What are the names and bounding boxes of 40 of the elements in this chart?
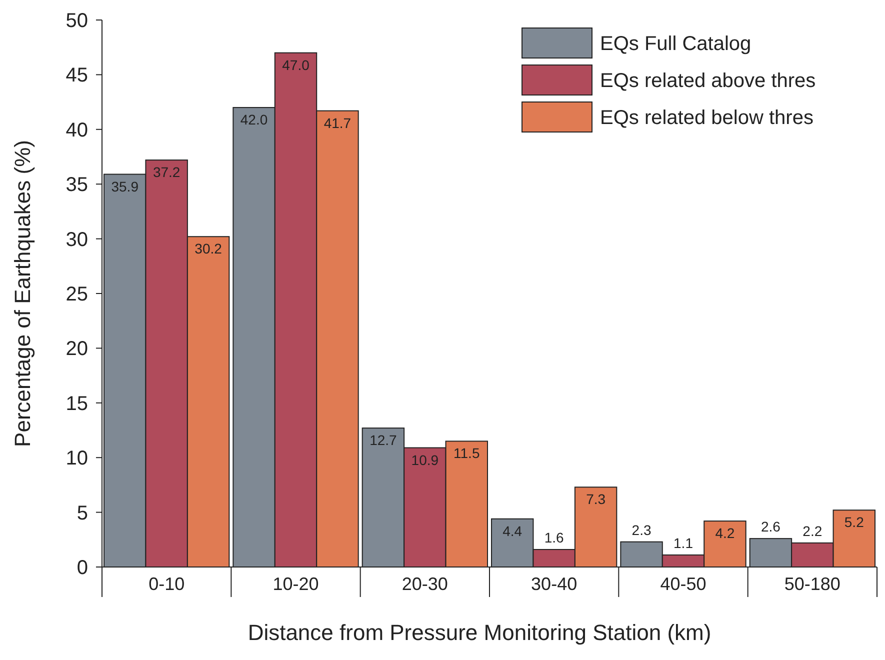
data-label: 42.0: [240, 112, 268, 128]
y-tick-label: 15: [66, 392, 88, 415]
data-label: 2.6: [760, 518, 781, 535]
y-tick-label: 35: [66, 174, 88, 196]
data-label: 4.2: [715, 525, 735, 542]
y-tick-label: 50: [66, 10, 88, 32]
y-tick-label: 10: [66, 448, 88, 470]
data-label: 2.3: [632, 522, 652, 538]
y-tick-label: 30: [66, 228, 88, 251]
data-label: 7.3: [586, 491, 606, 508]
y-tick-label: 40: [66, 119, 88, 142]
y-tick-label: 20: [66, 338, 88, 360]
data-label: 12.7: [370, 432, 398, 448]
x-tick-label: 30-40: [531, 574, 578, 594]
x-tick-label: 50-180: [784, 574, 840, 594]
y-tick-label: 0: [76, 557, 88, 579]
data-label: 4.4: [502, 522, 522, 539]
x-tick-label: 20-30: [402, 574, 448, 594]
data-label: 37.2: [152, 164, 180, 180]
y-axis-title: Percentage of Earthquakes (%): [10, 140, 35, 447]
legend-label: EQs related below thres: [600, 107, 814, 129]
data-label: 5.2: [844, 514, 864, 530]
x-tick-label: 10-20: [272, 574, 319, 594]
data-label: 30.2: [194, 240, 222, 257]
x-tick-label: 40-50: [660, 574, 706, 594]
data-label: 41.7: [324, 114, 352, 131]
data-label: 10.9: [411, 452, 439, 468]
x-tick-label: 0-10: [148, 574, 185, 594]
data-label: 2.2: [802, 522, 822, 539]
x-axis-title: Distance from Pressure Monitoring Station (km): [248, 620, 712, 645]
legend-label: EQs related above thres: [600, 70, 816, 92]
legend-label: EQs Full Catalog: [600, 33, 752, 55]
data-label: 47.0: [282, 56, 310, 73]
data-label: 1.6: [544, 529, 564, 546]
data-label: 35.9: [111, 178, 139, 194]
y-tick-label: 25: [66, 284, 88, 306]
y-tick-label: 5: [76, 502, 88, 524]
data-label: 1.1: [674, 534, 694, 551]
data-label: 11.5: [454, 445, 480, 462]
y-tick-label: 45: [66, 64, 88, 87]
